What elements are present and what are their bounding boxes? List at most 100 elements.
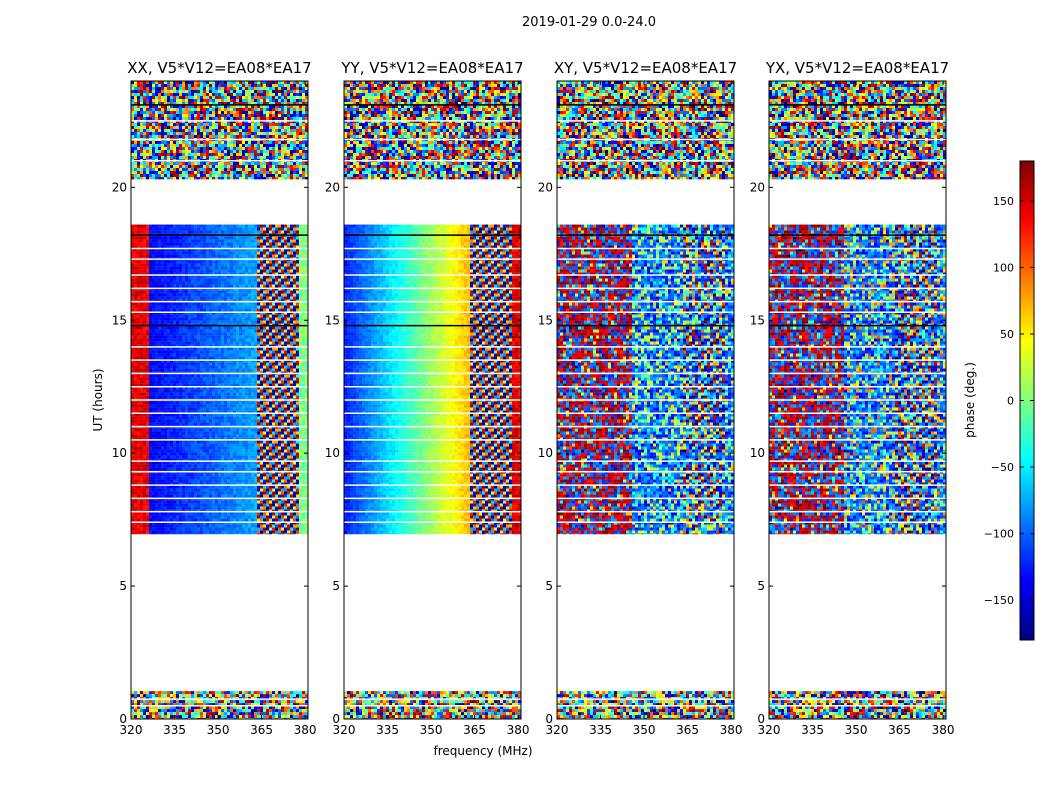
heatmap-cell: [191, 446, 194, 450]
heatmap-cell: [218, 386, 221, 390]
heatmap-cell: [140, 242, 143, 246]
heatmap-cell: [152, 419, 155, 423]
heatmap-cell: [158, 443, 161, 447]
heatmap-cell: [206, 335, 209, 339]
heatmap-cell: [251, 224, 254, 228]
heatmap-cell: [149, 356, 152, 360]
heatmap-cell: [197, 266, 200, 270]
heatmap-cell: [266, 709, 269, 713]
heatmap-cell: [191, 317, 194, 321]
heatmap-cell: [146, 224, 149, 228]
heatmap-cell: [302, 380, 305, 384]
heatmap-cell: [209, 317, 212, 321]
heatmap-cell: [161, 700, 164, 704]
heatmap-cell: [203, 703, 206, 707]
heatmap-cell: [173, 347, 176, 351]
heatmap-cell: [236, 691, 239, 695]
heatmap-cell: [248, 269, 251, 273]
heatmap-cell: [140, 314, 143, 318]
heatmap-cell: [227, 416, 230, 420]
heatmap-cell: [167, 703, 170, 707]
heatmap-cell: [209, 413, 212, 417]
heatmap-cell: [257, 254, 260, 258]
heatmap-cell: [191, 389, 194, 393]
heatmap-cell: [239, 365, 242, 369]
heatmap-cell: [272, 437, 275, 441]
heatmap-cell: [176, 365, 179, 369]
heatmap-cell: [161, 368, 164, 372]
heatmap-cell: [215, 248, 218, 252]
heatmap-cell: [221, 446, 224, 450]
heatmap-cell: [137, 227, 140, 231]
heatmap-cell: [173, 278, 176, 282]
heatmap-cell: [185, 254, 188, 258]
heatmap-cell: [140, 281, 143, 285]
heatmap-cell: [206, 437, 209, 441]
heatmap-cell: [305, 245, 308, 249]
heatmap-cell: [290, 320, 293, 324]
heatmap-cell: [203, 356, 206, 360]
heatmap-cell: [209, 691, 212, 695]
heatmap-cell: [182, 374, 185, 378]
heatmap-cell: [197, 329, 200, 333]
heatmap-cell: [260, 245, 263, 249]
heatmap-cell: [227, 434, 230, 438]
heatmap-cell: [263, 428, 266, 432]
heatmap-cell: [197, 703, 200, 707]
heatmap-cell: [131, 347, 134, 351]
heatmap-cell: [173, 368, 176, 372]
heatmap-cell: [224, 691, 227, 695]
heatmap-cell: [170, 308, 173, 312]
heatmap-cell: [281, 404, 284, 408]
heatmap-cell: [224, 314, 227, 318]
heatmap-cell: [131, 365, 134, 369]
heatmap-cell: [134, 386, 137, 390]
heatmap-cell: [155, 248, 158, 252]
heatmap-cell: [143, 416, 146, 420]
heatmap-cell: [188, 434, 191, 438]
heatmap-cell: [176, 389, 179, 393]
heatmap-cell: [179, 374, 182, 378]
heatmap-cell: [155, 434, 158, 438]
heatmap-cell: [164, 401, 167, 405]
heatmap-cell: [164, 341, 167, 345]
heatmap-cell: [215, 691, 218, 695]
heatmap-cell: [296, 266, 299, 270]
heatmap-cell: [224, 317, 227, 321]
heatmap-cell: [137, 383, 140, 387]
heatmap-cell: [143, 386, 146, 390]
heatmap-cell: [218, 703, 221, 707]
heatmap-cell: [131, 338, 134, 342]
heatmap-cell: [290, 410, 293, 414]
heatmap-cell: [251, 260, 254, 264]
heatmap-cell: [299, 401, 302, 405]
heatmap-cell: [179, 293, 182, 297]
heatmap-cell: [236, 260, 239, 264]
heatmap-cell: [161, 263, 164, 267]
heatmap-cell: [293, 431, 296, 435]
heatmap-cell: [290, 380, 293, 384]
heatmap-cell: [152, 356, 155, 360]
heatmap-cell: [263, 416, 266, 420]
heatmap-cell: [260, 407, 263, 411]
heatmap-cell: [254, 694, 257, 698]
heatmap-cell: [248, 236, 251, 240]
heatmap-cell: [296, 437, 299, 441]
heatmap-cell: [140, 224, 143, 228]
heatmap-cell: [146, 245, 149, 249]
heatmap-cell: [266, 374, 269, 378]
heatmap-cell: [230, 260, 233, 264]
heatmap-cell: [209, 437, 212, 441]
heatmap-cell: [287, 239, 290, 243]
heatmap-cell: [140, 350, 143, 354]
heatmap-cell: [167, 353, 170, 357]
heatmap-cell: [260, 691, 263, 695]
heatmap-cell: [299, 341, 302, 345]
heatmap-cell: [260, 419, 263, 423]
heatmap-cell: [188, 703, 191, 707]
heatmap-cell: [149, 239, 152, 243]
heatmap-cell: [179, 353, 182, 357]
heatmap-cell: [143, 329, 146, 333]
heatmap-cell: [134, 269, 137, 273]
heatmap-cell: [221, 227, 224, 231]
